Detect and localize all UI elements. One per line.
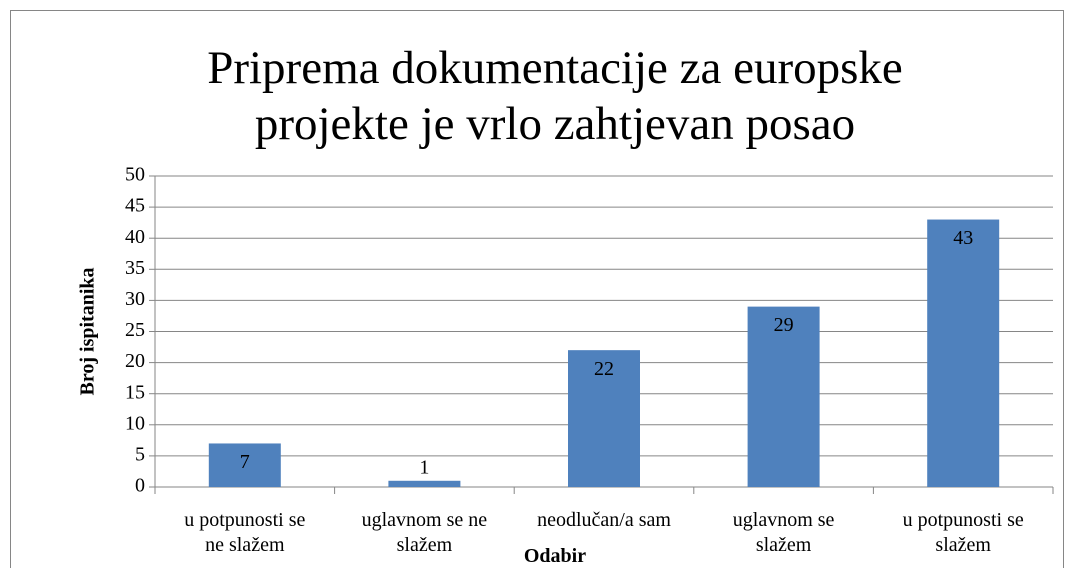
y-tick-label: 40 — [125, 226, 145, 248]
data-label: 1 — [419, 456, 429, 478]
x-tick-label: u potpunosti se ne slažem — [184, 509, 306, 556]
x-tick-label: u potpunosti se slažem — [902, 509, 1024, 556]
bar — [568, 350, 640, 487]
y-tick-label: 5 — [135, 443, 145, 465]
data-label: 29 — [774, 314, 794, 336]
y-tick-label: 15 — [125, 381, 145, 403]
x-tick-label: neodlučan/a sam — [537, 509, 671, 531]
data-label: 7 — [240, 451, 250, 473]
y-axis-title: Broj ispitanika — [76, 267, 99, 396]
chart-border — [10, 10, 1064, 568]
y-tick-label: 45 — [125, 195, 145, 217]
bar — [388, 480, 461, 487]
y-tick-label: 50 — [125, 164, 145, 186]
y-tick-label: 25 — [125, 319, 145, 341]
x-axis-title: Odabir — [523, 545, 587, 567]
y-tick-label: 10 — [125, 412, 145, 434]
data-label: 43 — [953, 227, 973, 249]
chart-title: Priprema dokumentacije za europske proje… — [207, 42, 903, 150]
bar — [747, 306, 820, 487]
y-tick-label: 30 — [125, 288, 145, 310]
bar — [927, 219, 1000, 488]
x-tick-label: uglavnom se ne slažem — [361, 509, 488, 556]
y-tick-label: 20 — [125, 350, 145, 372]
bar — [208, 443, 281, 487]
data-label: 22 — [594, 358, 614, 380]
x-tick-label: uglavnom se slažem — [732, 509, 835, 556]
y-tick-label: 35 — [125, 257, 145, 279]
y-tick-label: 0 — [135, 475, 145, 497]
